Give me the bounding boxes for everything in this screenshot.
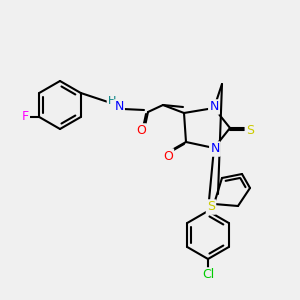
Text: N: N [114, 100, 124, 113]
Text: S: S [207, 200, 215, 214]
Text: Cl: Cl [202, 268, 214, 281]
Text: H: H [108, 96, 116, 106]
Text: N: N [210, 142, 220, 155]
Text: O: O [163, 149, 173, 163]
Text: S: S [246, 124, 254, 136]
Text: N: N [209, 100, 219, 113]
Text: O: O [136, 124, 146, 137]
Text: F: F [22, 110, 29, 124]
